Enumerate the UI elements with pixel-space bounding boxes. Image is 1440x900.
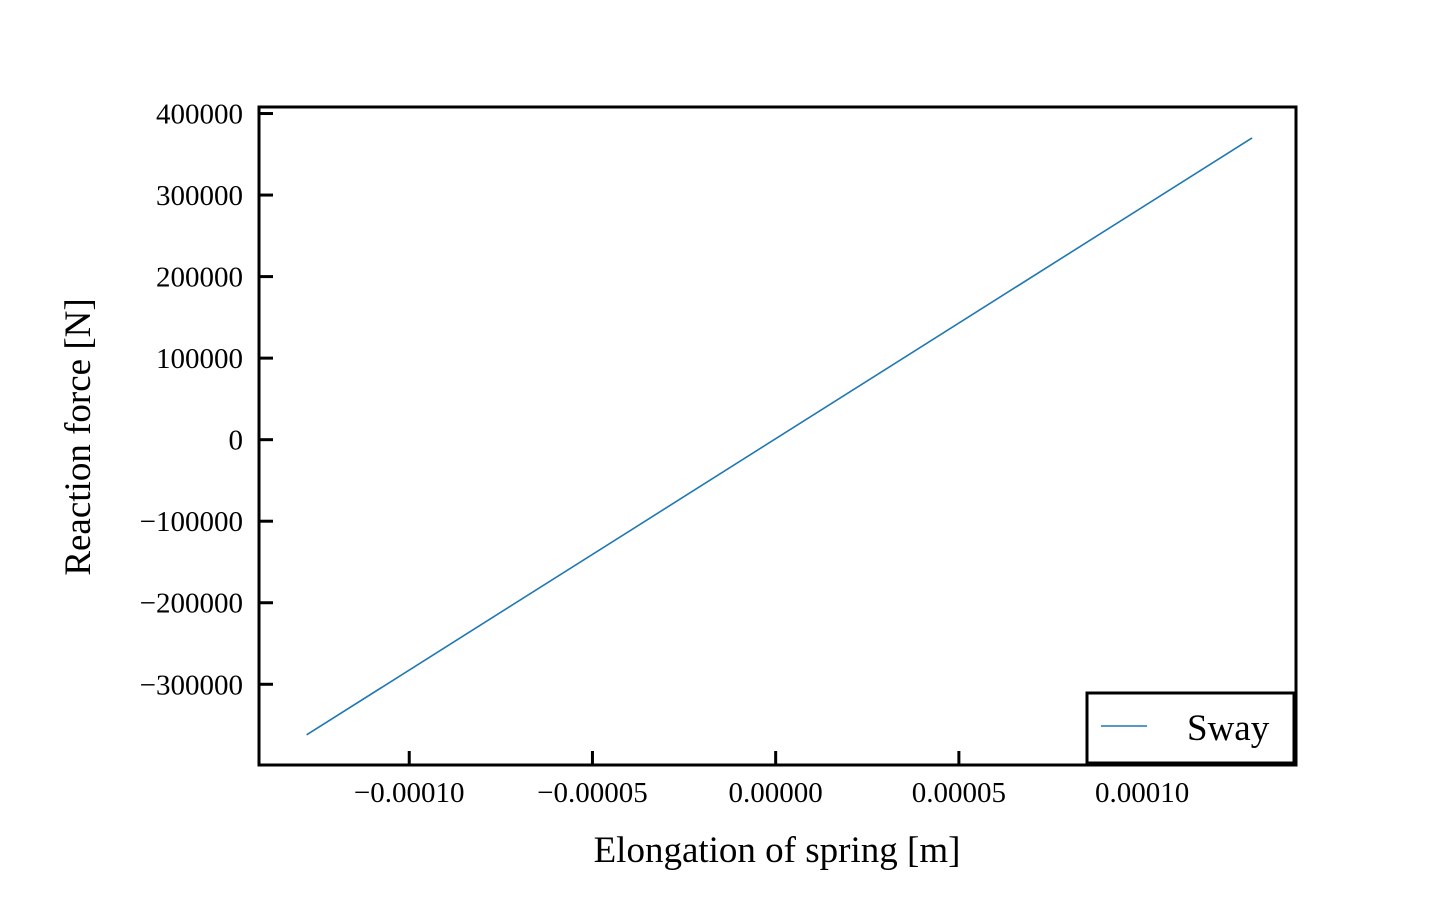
- plot-frame: [257, 105, 1298, 767]
- series-layer: [306, 137, 1253, 736]
- series-line-sway: [306, 137, 1253, 736]
- legend: Sway: [1085, 691, 1296, 765]
- y-tick-label: −100000: [140, 506, 243, 538]
- x-tick-label: 0.00000: [729, 777, 823, 809]
- y-tick-label: 300000: [156, 180, 243, 212]
- y-tick-label: 400000: [156, 99, 243, 131]
- y-tick-label: 0: [229, 425, 244, 457]
- x-tick-label: 0.00010: [1095, 777, 1189, 809]
- y-axis-ticks: −300000 −200000 −100000 0 100000 200000 300000…: [140, 99, 273, 701]
- x-tick-label: −0.00005: [537, 777, 648, 809]
- y-tick-label: −300000: [140, 669, 243, 701]
- legend-label-sway: Sway: [1187, 708, 1270, 749]
- legend-box: [1085, 691, 1296, 765]
- plot-area: [257, 105, 1298, 767]
- y-tick-label: 200000: [156, 262, 243, 294]
- y-tick-label: −200000: [140, 588, 243, 620]
- x-axis-ticks: −0.00010 −0.00005 0.00000 0.00005 0.00010: [354, 751, 1189, 809]
- x-tick-label: −0.00010: [354, 777, 465, 809]
- x-tick-label: 0.00005: [912, 777, 1006, 809]
- y-axis-label: Reaction force [N]: [58, 298, 99, 575]
- y-tick-label: 100000: [156, 343, 243, 375]
- x-axis-label: Elongation of spring [m]: [594, 830, 961, 871]
